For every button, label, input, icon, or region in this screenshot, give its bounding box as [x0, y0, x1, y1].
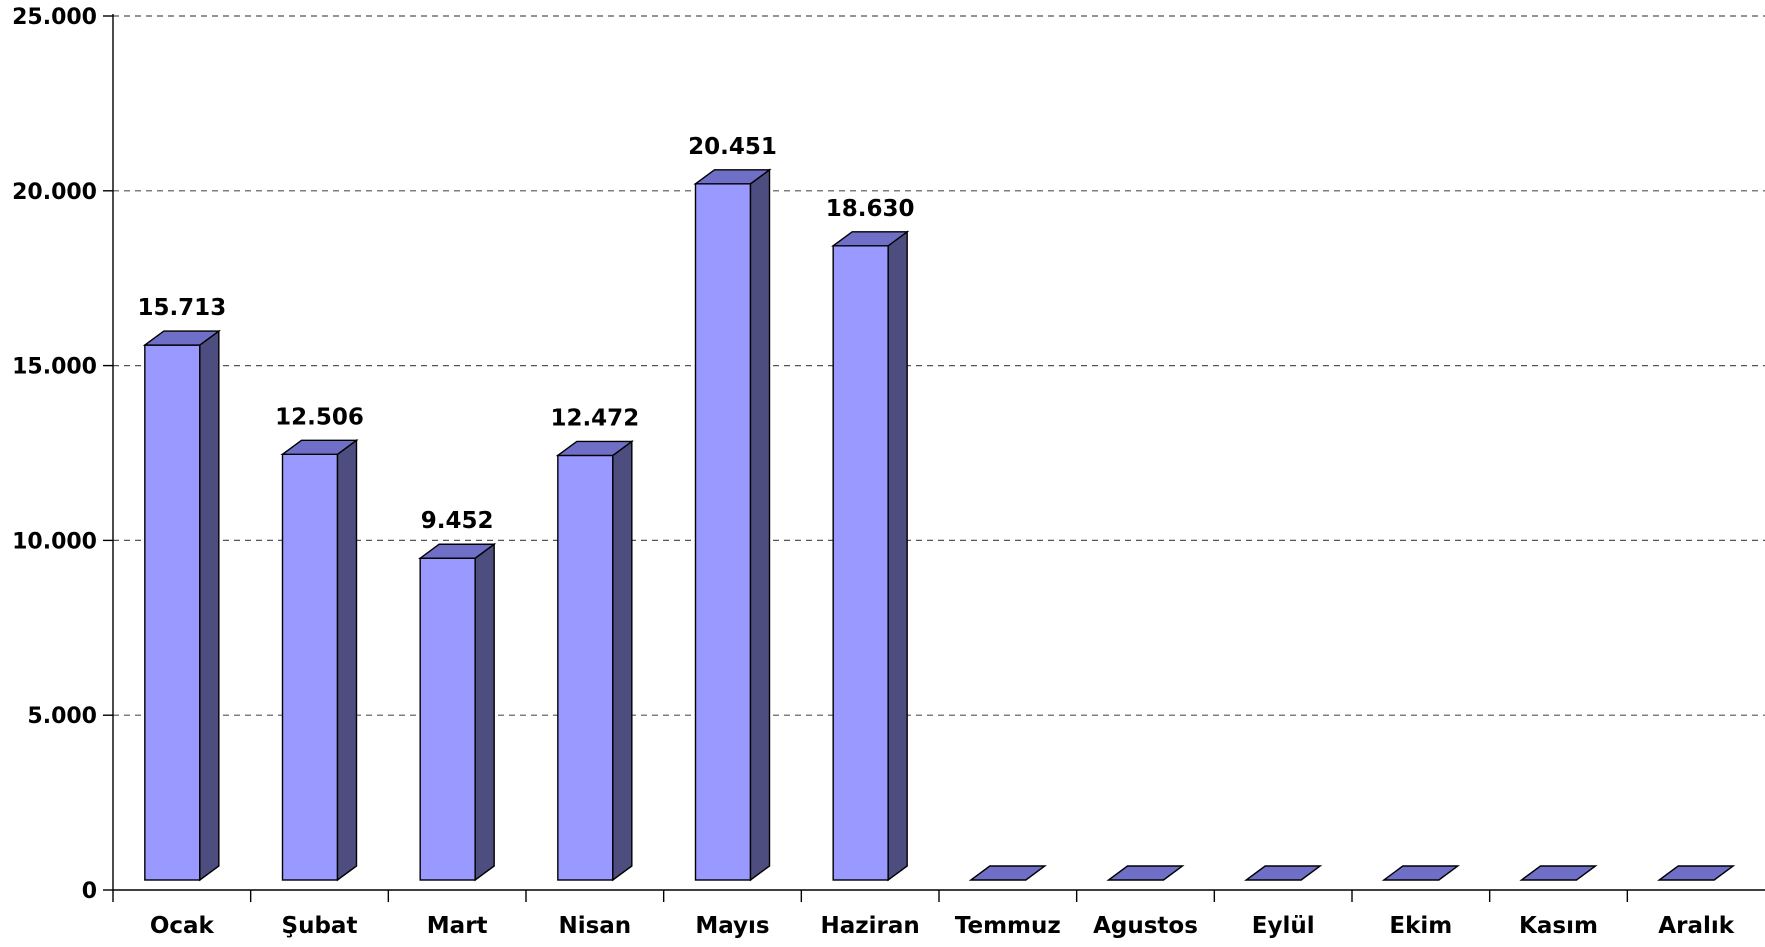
x-tick-label: Agustos — [1093, 913, 1198, 939]
x-tick-label: Nisan — [558, 913, 631, 939]
bar-front — [281, 453, 339, 881]
data-label: 18.630 — [826, 196, 915, 222]
bar-top — [1106, 865, 1185, 881]
y-tick-label: 0 — [82, 879, 97, 904]
data-label: 9.452 — [421, 508, 494, 534]
bar — [280, 438, 359, 882]
x-tick-label: Eylül — [1252, 913, 1315, 939]
bar-side — [336, 438, 358, 882]
x-tick-label: Şubat — [282, 913, 358, 939]
labels: 15.713 Ocak 12.506 Şubat 9.452 Mart 12.472 Nisa… — [137, 134, 1734, 939]
bar — [831, 230, 910, 882]
bar-front — [144, 344, 201, 881]
bars — [142, 168, 1736, 882]
data-label: 15.713 — [137, 295, 226, 321]
bar-side — [749, 168, 771, 882]
y-tick-label: 20.000 — [12, 180, 97, 205]
bar-side — [887, 230, 908, 882]
bar-top — [1657, 865, 1736, 881]
y-tick-label: 5.000 — [27, 704, 97, 729]
bar-top — [1381, 865, 1460, 881]
x-tick-label: Temmuz — [955, 913, 1061, 939]
bar-top — [280, 439, 359, 455]
x-tick-label: Aralık — [1658, 913, 1734, 939]
y-tick-label: 10.000 — [12, 529, 97, 554]
bar — [968, 865, 1047, 881]
bar-front — [694, 183, 752, 881]
bar — [1381, 865, 1460, 881]
bar-top — [418, 543, 497, 559]
bar-top — [1244, 865, 1323, 881]
bar-side — [612, 440, 633, 882]
bar — [555, 440, 634, 882]
bar-top — [142, 330, 221, 346]
bar-top — [1519, 865, 1598, 881]
axes: 0 5.000 10.000 15.000 20.000 25.000 — [12, 5, 1765, 904]
bar — [693, 168, 772, 882]
bar-front — [832, 245, 889, 881]
x-tick-label: Ekim — [1389, 913, 1452, 939]
bar — [418, 542, 497, 882]
bar — [1657, 865, 1736, 881]
y-tick-label: 15.000 — [12, 355, 97, 380]
bar-top — [968, 865, 1047, 881]
bar-top — [831, 231, 910, 247]
bar-front — [419, 557, 476, 881]
bar-top — [555, 440, 634, 457]
bar — [1519, 865, 1598, 881]
x-tick-label: Ocak — [150, 913, 215, 939]
bar-side — [199, 329, 220, 882]
y-tick-label: 25.000 — [12, 5, 97, 30]
bar — [1244, 865, 1323, 881]
bar — [142, 329, 221, 882]
data-label: 20.451 — [688, 134, 777, 160]
bar-front — [557, 454, 614, 881]
x-tick-label: Haziran — [821, 913, 920, 939]
gridlines — [113, 15, 1765, 716]
bar-top — [693, 169, 772, 185]
bar-side — [474, 542, 495, 882]
x-tick-label: Mart — [427, 913, 488, 939]
x-tick-label: Kasım — [1519, 913, 1598, 939]
data-label: 12.506 — [275, 404, 364, 430]
x-tick-label: Mayıs — [695, 913, 769, 939]
data-label: 12.472 — [550, 405, 639, 431]
bar — [1106, 865, 1185, 881]
